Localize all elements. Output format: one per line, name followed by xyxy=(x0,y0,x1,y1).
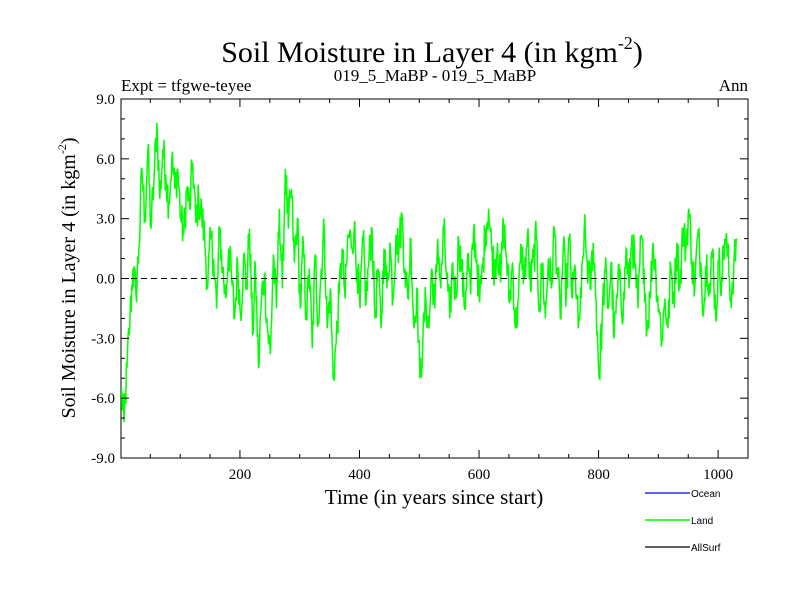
legend-allsurf-label: AllSurf xyxy=(691,543,721,554)
y-tick-label: -3.0 xyxy=(91,331,115,347)
subtitle-right: Ann xyxy=(719,76,749,95)
chart-title-main: Soil Moisture in Layer 4 (in kgm xyxy=(221,36,618,69)
chart-title: Soil Moisture in Layer 4 (in kgm-2) xyxy=(221,33,643,69)
chart-title-superscript: -2 xyxy=(618,33,633,53)
legend-land-label: Land xyxy=(691,516,713,527)
y-axis-label-main: Soil Moisture in Layer 4 (in kgm xyxy=(58,154,80,419)
subtitle-center: 019_5_MaBP - 019_5_MaBP xyxy=(334,66,536,85)
y-axis-label-superscript: -2 xyxy=(55,144,69,154)
y-tick-label: -9.0 xyxy=(91,451,115,467)
x-axis-ticks: 200 400 600 800 1000 xyxy=(149,99,749,483)
x-tick-label: 400 xyxy=(348,467,371,483)
y-tick-label: 0.0 xyxy=(96,272,115,288)
legend-ocean-label: Ocean xyxy=(691,489,720,500)
x-tick-label: 1000 xyxy=(703,467,733,483)
series-land-line xyxy=(121,122,738,423)
chart-title-close: ) xyxy=(633,36,643,69)
x-tick-label: 600 xyxy=(468,467,491,483)
y-axis-ticks: -9.0 -6.0 -3.0 0.0 3.0 6.0 9.0 xyxy=(91,92,748,467)
x-tick-label: 800 xyxy=(587,467,610,483)
y-tick-label: 3.0 xyxy=(96,212,115,228)
y-tick-label: 6.0 xyxy=(96,152,115,168)
x-axis-label: Time (in years since start) xyxy=(325,485,544,509)
y-axis-label-close: ) xyxy=(58,137,80,144)
y-axis-label: Soil Moisture in Layer 4 (in kgm-2) xyxy=(55,137,80,418)
y-tick-label: 9.0 xyxy=(96,92,115,108)
y-tick-label: -6.0 xyxy=(91,391,115,407)
x-tick-label: 200 xyxy=(229,467,252,483)
legend: Ocean Land AllSurf xyxy=(645,489,721,554)
subtitle-left: Expt = tfgwe-teyee xyxy=(121,76,251,95)
